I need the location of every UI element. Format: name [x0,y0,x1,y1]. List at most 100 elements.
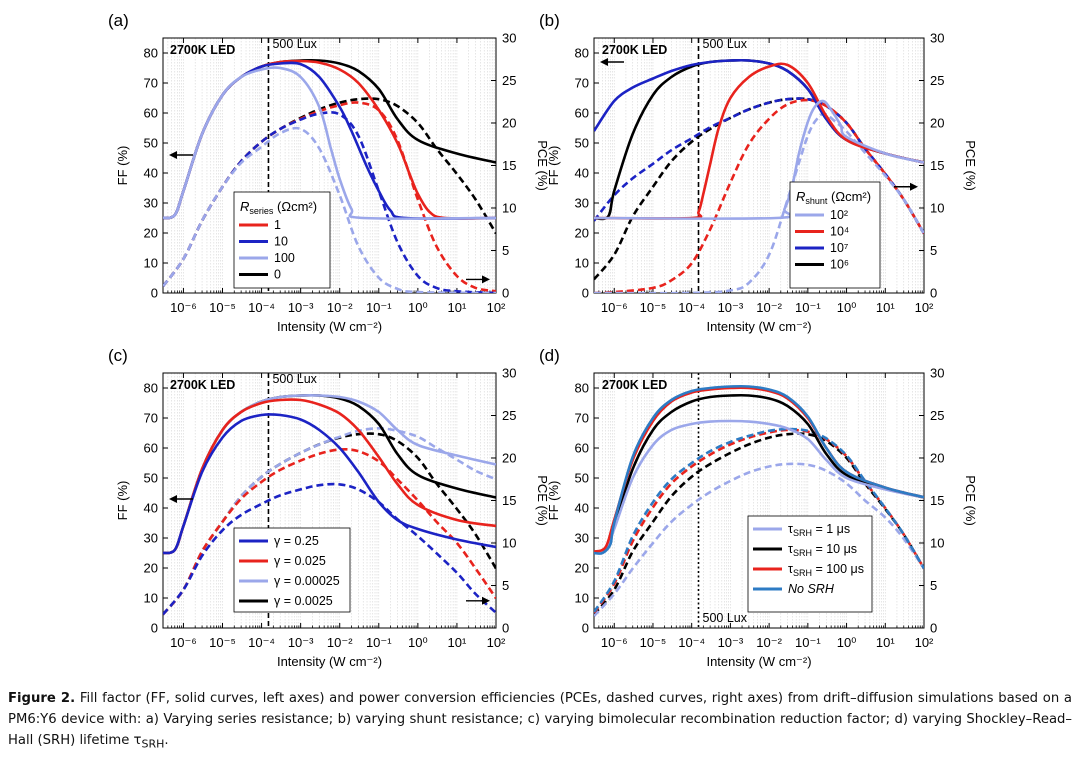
x-tick-label: 10⁻¹ [795,300,821,315]
legend-label: 10⁴ [830,225,849,239]
arrow-head [482,596,490,605]
grid-lines [167,38,495,293]
panel-label: (c) [108,346,128,365]
axis-arrow [466,596,490,605]
y-tick-label: 20 [575,561,589,576]
y-tick-label: 5 [930,243,937,258]
series-pce-line [594,112,924,293]
legend-entry: γ = 0.025 [239,554,326,568]
x-tick-label: 10⁻¹ [795,635,821,650]
legend: Rshunt (Ωcm²) 10² 10⁴ 10⁷ 10⁶ [789,181,881,289]
legend-label-sub: SRH [793,568,812,578]
y-tick-label: 0 [930,286,937,301]
series-pce-line [163,427,496,616]
x-tick-label: 10⁻³ [718,300,744,315]
y-tick-label: 10 [144,591,158,606]
y-tick-label: 15 [502,158,516,173]
y-tick-label: 25 [502,408,516,423]
caption-text: Fill factor (FF, solid curves, left axes… [8,691,1072,748]
led-tag: 2700K LED [602,43,667,57]
legend-box [789,181,881,289]
panel-d: 10⁻⁶ 10⁻⁵ 10⁻⁴ 10⁻³ 10⁻² 10⁻¹ 10⁰ 10¹ 10² Intensi… [539,346,978,669]
legend: Rseries (Ωcm²) 1 10 100 0 [233,191,331,289]
arrow-head [169,495,177,503]
lux-label: 500 Lux [703,37,748,51]
series-pce-line [163,448,496,616]
panel-b: 10⁻⁶ 10⁻⁵ 10⁻⁴ 10⁻³ 10⁻² 10⁻¹ 10⁰ 10¹ 10² Intensi… [539,11,978,334]
curves [163,58,496,293]
legend-label-pre: τ [788,522,793,536]
y-tick-label: 40 [144,501,158,516]
y-tick-label: 10 [575,591,589,606]
y-tick-label: 25 [930,408,944,423]
curves [594,58,924,293]
y-tick-label: 10 [502,201,516,216]
y-tick-label: 70 [144,76,158,91]
y-axis-label-left: FF (%) [115,146,130,186]
panel-a: 10⁻⁶ 10⁻⁵ 10⁻⁴ 10⁻³ 10⁻² 10⁻¹ 10⁰ 10¹ 10² Intensi… [108,11,550,334]
series-pce-line [594,97,924,235]
y-tick-label: 60 [144,441,158,456]
y-tick-label: 0 [502,286,509,301]
y-axis-right: 0 5 10 15 20 25 30 PCE (%) [491,366,550,636]
x-tick-label: 10⁻¹ [366,300,392,315]
x-tick-label: 10⁰ [408,635,428,650]
arrow-head [910,182,918,191]
y-tick-label: 30 [575,196,589,211]
panel-label: (b) [539,11,560,30]
y-tick-label: 50 [144,136,158,151]
legend-label: 10² [830,208,848,222]
x-tick-label: 10⁻⁶ [170,635,197,650]
y-axis-right: 0 5 10 15 20 25 30 PCE (%) [919,31,978,301]
y-axis-left: 0 10 20 30 40 50 60 70 80 FF (%) [546,46,599,301]
legend-label: γ = 0.00025 [274,574,340,588]
grid-lines [598,373,923,628]
y-tick-label: 10 [930,201,944,216]
series-pce-line [594,462,924,617]
x-tick-label: 10⁰ [837,300,857,315]
x-tick-label: 10⁻³ [718,635,744,650]
series-pce-line [594,98,924,293]
x-tick-label: 10⁻⁴ [248,300,275,315]
curves [594,384,924,617]
x-axis: 10⁻⁶ 10⁻⁵ 10⁻⁴ 10⁻³ 10⁻² 10⁻¹ 10⁰ 10¹ 10² Intensi… [598,373,934,669]
x-tick-label: 10⁻² [756,635,782,650]
legend-label: 10⁶ [830,258,849,272]
y-tick-label: 15 [930,158,944,173]
y-axis-label-left: FF (%) [546,146,561,186]
legend-label: γ = 0.0025 [274,594,333,608]
legend-entry: 1 [239,218,281,232]
legend-label-pre: τ [788,542,793,556]
legend-entry: γ = 0.25 [239,534,319,548]
y-tick-label: 0 [502,621,509,636]
x-axis-label: Intensity (W cm⁻²) [277,654,382,669]
legend-label: γ = 0.25 [274,534,319,548]
x-axis-label: Intensity (W cm⁻²) [706,654,811,669]
legend-title-unit: (Ωcm²) [273,199,317,214]
y-tick-label: 70 [144,411,158,426]
y-axis-label-right: PCE (%) [963,140,978,191]
y-tick-label: 50 [144,471,158,486]
x-axis-label: Intensity (W cm⁻²) [706,319,811,334]
figure: 10⁻⁶ 10⁻⁵ 10⁻⁴ 10⁻³ 10⁻² 10⁻¹ 10⁰ 10¹ 10² Intensi… [108,11,978,669]
series-ff-line [163,413,496,555]
series-ff-line [163,66,496,220]
lux-label: 500 Lux [703,611,748,625]
legend-entry: 10⁷ [795,241,849,255]
y-axis-label-right: PCE (%) [963,475,978,526]
legend-title-sub: shunt [805,196,828,206]
y-tick-label: 50 [575,471,589,486]
series-pce-line [163,482,496,616]
y-tick-label: 10 [930,536,944,551]
y-tick-label: 10 [575,256,589,271]
legend-entry: γ = 0.0025 [239,594,333,608]
axis-arrow [466,275,490,284]
legend-title-main: R [796,189,805,204]
legend-label: τSRH = 1 μs [788,522,850,538]
x-tick-label: 10⁻⁶ [170,300,197,315]
x-tick-label: 10⁻² [327,635,353,650]
y-tick-label: 20 [575,226,589,241]
legend-label-sub: SRH [793,528,812,538]
caption-label: Figure 2. [8,691,76,706]
series-ff-line [594,62,924,220]
